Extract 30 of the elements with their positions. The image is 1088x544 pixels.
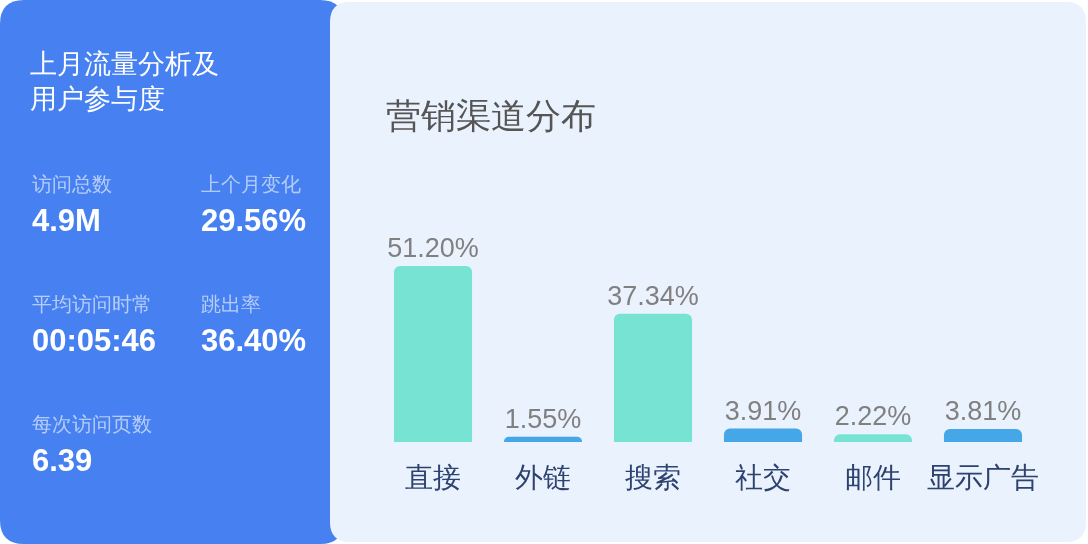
data-label: 1.55%	[504, 403, 582, 434]
data-label: 37.34%	[607, 280, 699, 311]
x-tick-label: 外链	[515, 462, 571, 493]
bar	[943, 428, 1023, 442]
bar	[613, 313, 693, 442]
text: 跳出率	[201, 293, 261, 315]
x-tick-label: 显示广告	[927, 462, 1039, 493]
data-label: 3.91%	[724, 395, 802, 426]
text: 上个月变化	[201, 173, 301, 195]
chart-title: 营销渠道分布	[386, 96, 596, 136]
bar	[393, 266, 473, 442]
x-tick-label: 邮件	[845, 462, 901, 493]
text: 29.56%	[201, 203, 307, 238]
data-label: 3.81%	[944, 395, 1022, 426]
data-label: 2.22%	[834, 401, 912, 432]
x-tick-label: 直接	[405, 462, 461, 493]
text: 36.40%	[201, 323, 307, 358]
data-label: 51.20%	[387, 233, 479, 263]
text: 4.9M	[32, 203, 101, 238]
bar	[503, 436, 583, 442]
text: 访问总数	[32, 173, 112, 195]
text: 每次访问页数	[32, 413, 152, 435]
text: 上月流量分析及用户参与度	[30, 49, 219, 115]
text: 6.39	[32, 443, 93, 478]
x-tick-label: 社交	[735, 462, 791, 493]
text: 00:05:46	[32, 323, 157, 358]
bar	[723, 428, 803, 442]
bar	[833, 434, 913, 442]
text: 平均访问时常	[32, 293, 152, 315]
x-tick-label: 搜索	[625, 462, 681, 493]
